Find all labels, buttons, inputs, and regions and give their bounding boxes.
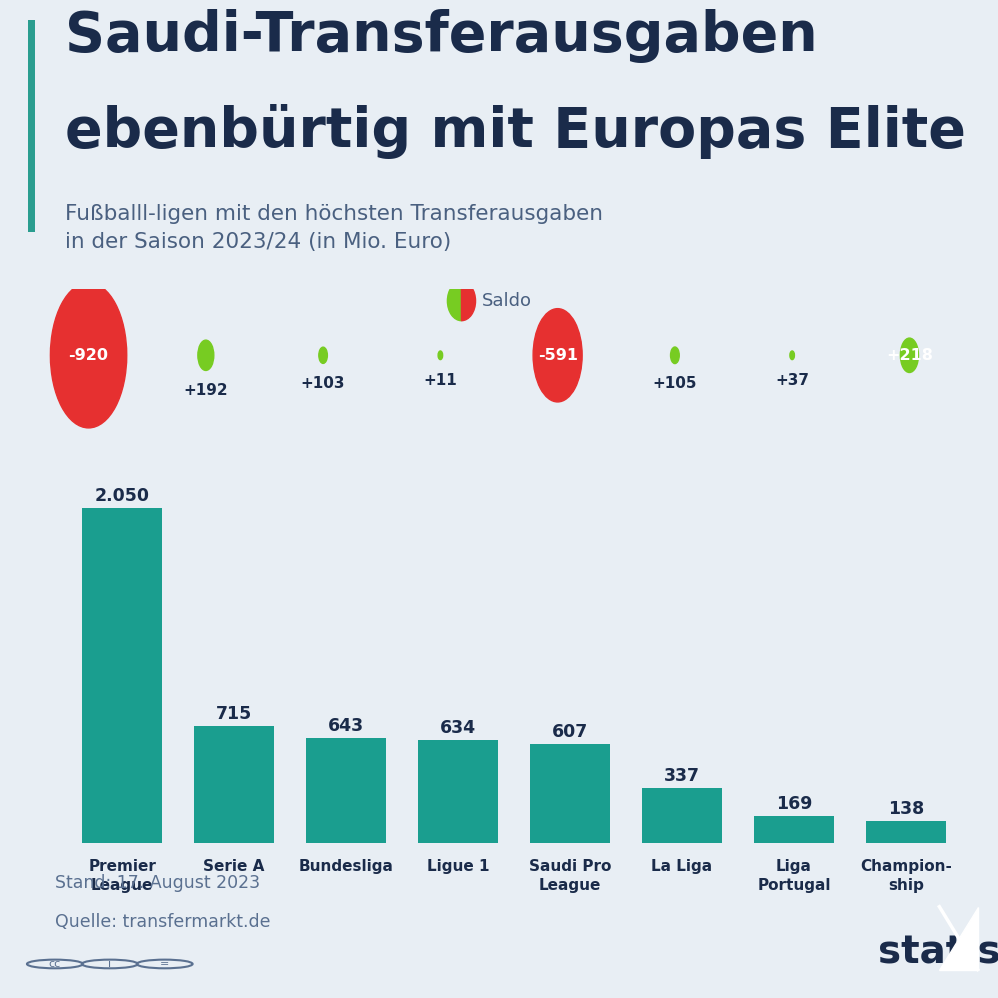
Polygon shape — [939, 906, 978, 970]
Text: Saudi Pro
League: Saudi Pro League — [529, 859, 611, 893]
Ellipse shape — [789, 351, 794, 359]
Wedge shape — [447, 281, 461, 320]
Circle shape — [0, 848, 998, 857]
Bar — [418, 740, 498, 843]
Text: Champion-
ship: Champion- ship — [860, 859, 952, 893]
Text: statista: statista — [878, 932, 998, 971]
Bar — [753, 815, 834, 843]
Text: 607: 607 — [552, 724, 588, 742]
Text: +11: +11 — [423, 372, 457, 387]
FancyBboxPatch shape — [0, 848, 998, 857]
Text: =: = — [160, 959, 170, 969]
Wedge shape — [461, 281, 475, 320]
Text: 715: 715 — [216, 706, 252, 724]
Circle shape — [0, 848, 998, 857]
Circle shape — [0, 848, 998, 857]
Ellipse shape — [318, 347, 327, 363]
Circle shape — [0, 848, 998, 857]
Text: cc: cc — [49, 959, 61, 969]
Circle shape — [0, 848, 998, 857]
Bar — [530, 745, 610, 843]
Circle shape — [0, 848, 998, 857]
Text: -591: -591 — [538, 347, 578, 363]
Text: 643: 643 — [328, 718, 364, 736]
Text: -920: -920 — [69, 347, 109, 363]
Text: Premier
League: Premier League — [88, 859, 156, 893]
Text: Stand: 17. August 2023: Stand: 17. August 2023 — [55, 874, 260, 892]
Bar — [865, 820, 946, 843]
FancyBboxPatch shape — [28, 848, 998, 857]
Bar — [305, 739, 386, 843]
Text: 138: 138 — [888, 799, 924, 817]
Text: Liga
Portugal: Liga Portugal — [757, 859, 830, 893]
Text: 634: 634 — [440, 719, 476, 737]
Text: Quelle: transfermarkt.de: Quelle: transfermarkt.de — [55, 913, 270, 931]
Bar — [194, 727, 274, 843]
Text: 337: 337 — [664, 767, 700, 785]
Ellipse shape — [671, 347, 680, 363]
Circle shape — [0, 848, 998, 857]
Text: i: i — [108, 959, 112, 969]
FancyBboxPatch shape — [0, 848, 998, 857]
Text: 169: 169 — [775, 794, 812, 812]
FancyBboxPatch shape — [0, 852, 998, 854]
FancyBboxPatch shape — [0, 848, 998, 851]
Text: Bundesliga: Bundesliga — [298, 859, 393, 874]
FancyBboxPatch shape — [28, 20, 35, 232]
FancyBboxPatch shape — [0, 848, 998, 857]
Ellipse shape — [198, 340, 214, 370]
Text: Saldo: Saldo — [481, 292, 531, 310]
Ellipse shape — [900, 338, 918, 372]
Text: Serie A: Serie A — [204, 859, 264, 874]
Bar — [82, 508, 163, 843]
FancyBboxPatch shape — [0, 854, 998, 857]
Text: Saudi-Transferausgaben: Saudi-Transferausgaben — [65, 9, 817, 63]
Text: Ligue 1: Ligue 1 — [427, 859, 489, 874]
Ellipse shape — [438, 351, 443, 359]
Text: +37: +37 — [775, 372, 809, 387]
Text: La Liga: La Liga — [652, 859, 713, 874]
Text: +192: +192 — [184, 383, 229, 398]
FancyBboxPatch shape — [0, 852, 998, 854]
Ellipse shape — [51, 282, 127, 428]
Text: +103: +103 — [300, 376, 345, 391]
FancyBboxPatch shape — [0, 848, 998, 857]
Text: ebenbürtig mit Europas Elite: ebenbürtig mit Europas Elite — [65, 104, 966, 160]
Text: +105: +105 — [653, 376, 698, 391]
FancyBboxPatch shape — [0, 851, 998, 854]
Text: 2.050: 2.050 — [95, 487, 150, 505]
Ellipse shape — [533, 308, 582, 402]
Bar — [642, 788, 723, 843]
FancyBboxPatch shape — [0, 851, 998, 855]
Circle shape — [0, 848, 998, 857]
Text: +218: +218 — [886, 347, 933, 363]
Text: Fußballl­ligen mit den höchsten Transferausgaben
in der Saison 2023/24 (in Mio. : Fußballl­ligen mit den höchsten Transfer… — [65, 204, 603, 252]
